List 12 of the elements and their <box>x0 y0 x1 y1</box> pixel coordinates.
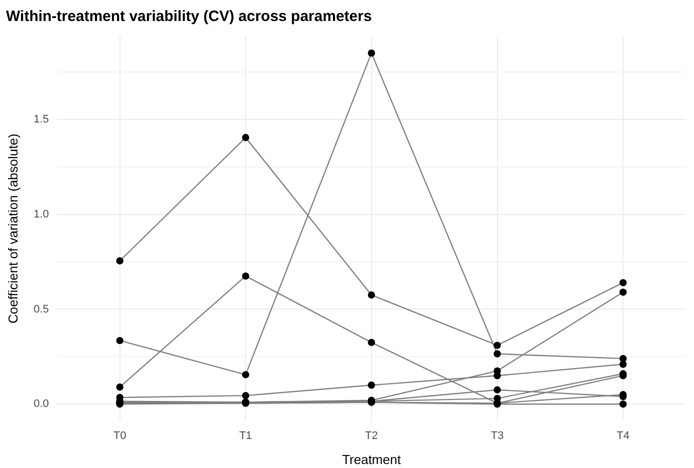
x-tick-label: T0 <box>113 430 126 442</box>
y-tick-label: 1.5 <box>34 114 49 126</box>
x-tick-label: T2 <box>365 430 378 442</box>
x-tick-label: T4 <box>616 430 630 442</box>
y-tick-label: 1.0 <box>34 208 49 220</box>
x-tick-label: T3 <box>490 430 504 442</box>
x-tick-label: T1 <box>239 430 252 442</box>
y-tick-label: 0.0 <box>34 398 49 410</box>
y-axis-title: Coefficient of variation (absolute) <box>5 134 20 324</box>
y-tick-label: 0.5 <box>34 303 49 316</box>
chart-title: Within-treatment variability (CV) across parameters <box>6 8 372 26</box>
x-axis-title: Treatment <box>342 452 402 467</box>
